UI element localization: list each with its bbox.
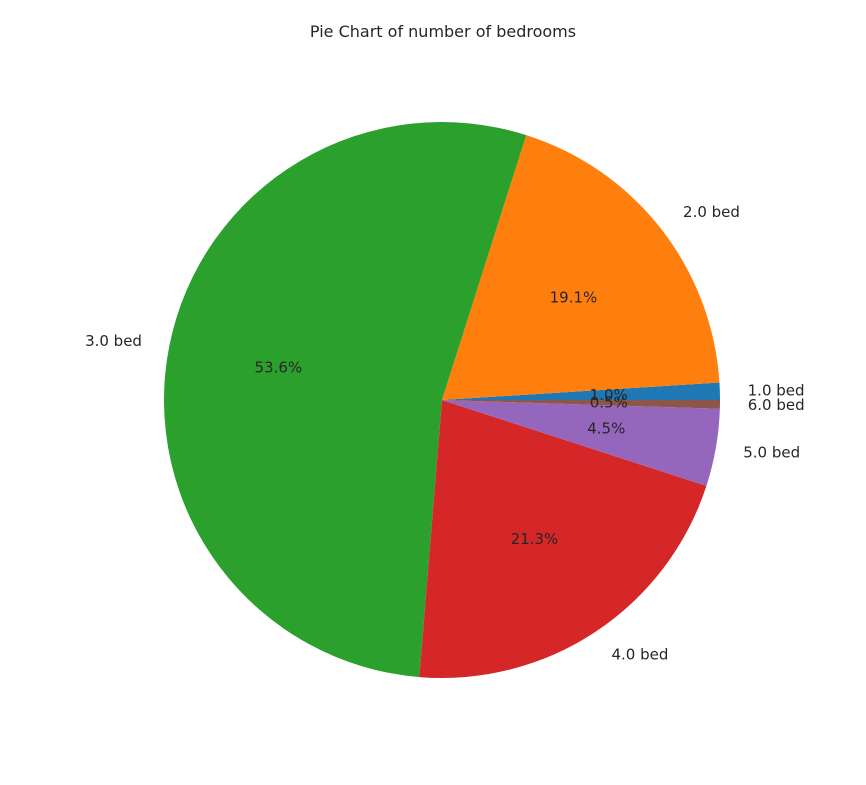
pie-slice-2-0-bed xyxy=(442,135,720,400)
pie-slice-3-0-bed xyxy=(164,122,527,678)
slice-label-6-0-bed: 6.0 bed xyxy=(748,396,805,414)
pie-slice-5-0-bed xyxy=(442,400,720,486)
slice-percent-6-0-bed: 0.5% xyxy=(590,394,628,412)
slice-label-1-0-bed: 1.0 bed xyxy=(748,381,805,399)
chart-title: Pie Chart of number of bedrooms xyxy=(309,22,577,41)
slice-label-5-0-bed: 5.0 bed xyxy=(743,444,800,462)
pie-slice-4-0-bed xyxy=(419,400,707,678)
pie-slices xyxy=(164,122,720,678)
slice-percent-4-0-bed: 21.3% xyxy=(511,530,559,548)
slice-percent-3-0-bed: 53.6% xyxy=(255,359,303,377)
slice-percent-5-0-bed: 4.5% xyxy=(587,420,625,438)
pie-slice-1-0-bed xyxy=(442,382,720,400)
slice-percent-1-0-bed: 1.0% xyxy=(590,386,628,404)
pie-slice-6-0-bed xyxy=(442,400,720,409)
slice-label-4-0-bed: 4.0 bed xyxy=(611,646,668,664)
slice-percent-2-0-bed: 19.1% xyxy=(550,288,598,306)
slice-label-3-0-bed: 3.0 bed xyxy=(85,332,142,350)
slice-label-2-0-bed: 2.0 bed xyxy=(683,203,740,221)
pie-labels: 1.0 bed 1.0% 2.0 bed 19.1% 3.0 bed 53.6% 4.0 b… xyxy=(85,203,805,664)
